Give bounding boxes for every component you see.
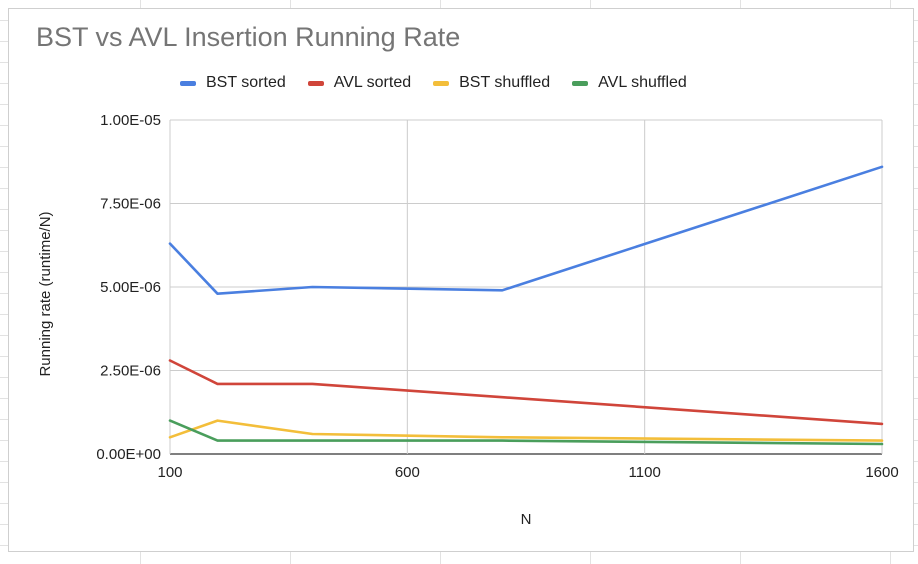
legend-item-bst-shuffled: BST shuffled [433,74,550,92]
legend-label-bst-sorted: BST sorted [206,74,286,91]
legend-item-avl-shuffled: AVL shuffled [572,74,687,92]
series-lines [168,165,884,446]
legend-item-bst-sorted: BST sorted [180,74,286,92]
legend-label-avl-sorted: AVL sorted [333,74,412,91]
series-line-avl-sorted[interactable] [168,359,884,426]
chart-title: BST vs AVL Insertion Running Rate [36,22,461,52]
y-tick-label: 1.00E-05 [100,112,161,129]
gridlines [169,119,883,455]
chart-legend: BST sorted AVL sorted BST shuffled AVL s… [180,73,709,93]
legend-swatch-bst-shuffled [433,80,450,86]
y-tick-label: 7.50E-06 [100,196,161,213]
x-axis-title: N [521,511,532,528]
y-axis-title: Running rate (runtime/N) [37,211,54,376]
x-tick-label: 1100 [629,464,661,481]
legend-label-bst-shuffled: BST shuffled [459,74,551,91]
legend-swatch-bst-sorted [180,80,196,86]
x-tick-label: 100 [157,464,182,481]
legend-item-avl-sorted: AVL sorted [307,74,412,92]
x-tick-label: 1600 [865,464,898,481]
x-tick-label: 600 [395,464,420,481]
series-line-avl-shuffled[interactable] [168,419,884,446]
series-line-bst-shuffled[interactable] [168,419,884,442]
legend-swatch-avl-sorted [307,80,324,86]
y-tick-label: 5.00E-06 [100,279,161,296]
legend-label-avl-shuffled: AVL shuffled [598,74,687,91]
legend-swatch-avl-shuffled [572,80,589,86]
y-axis-tick-labels: 0.00E+00 2.50E-06 5.00E-06 7.50E-06 1.00E-05 [96,112,161,463]
y-tick-label: 0.00E+00 [96,446,161,463]
series-line-bst-sorted[interactable] [168,165,884,296]
x-axis-tick-labels: 100 600 1100 1600 [157,464,898,481]
y-tick-label: 2.50E-06 [100,363,161,380]
